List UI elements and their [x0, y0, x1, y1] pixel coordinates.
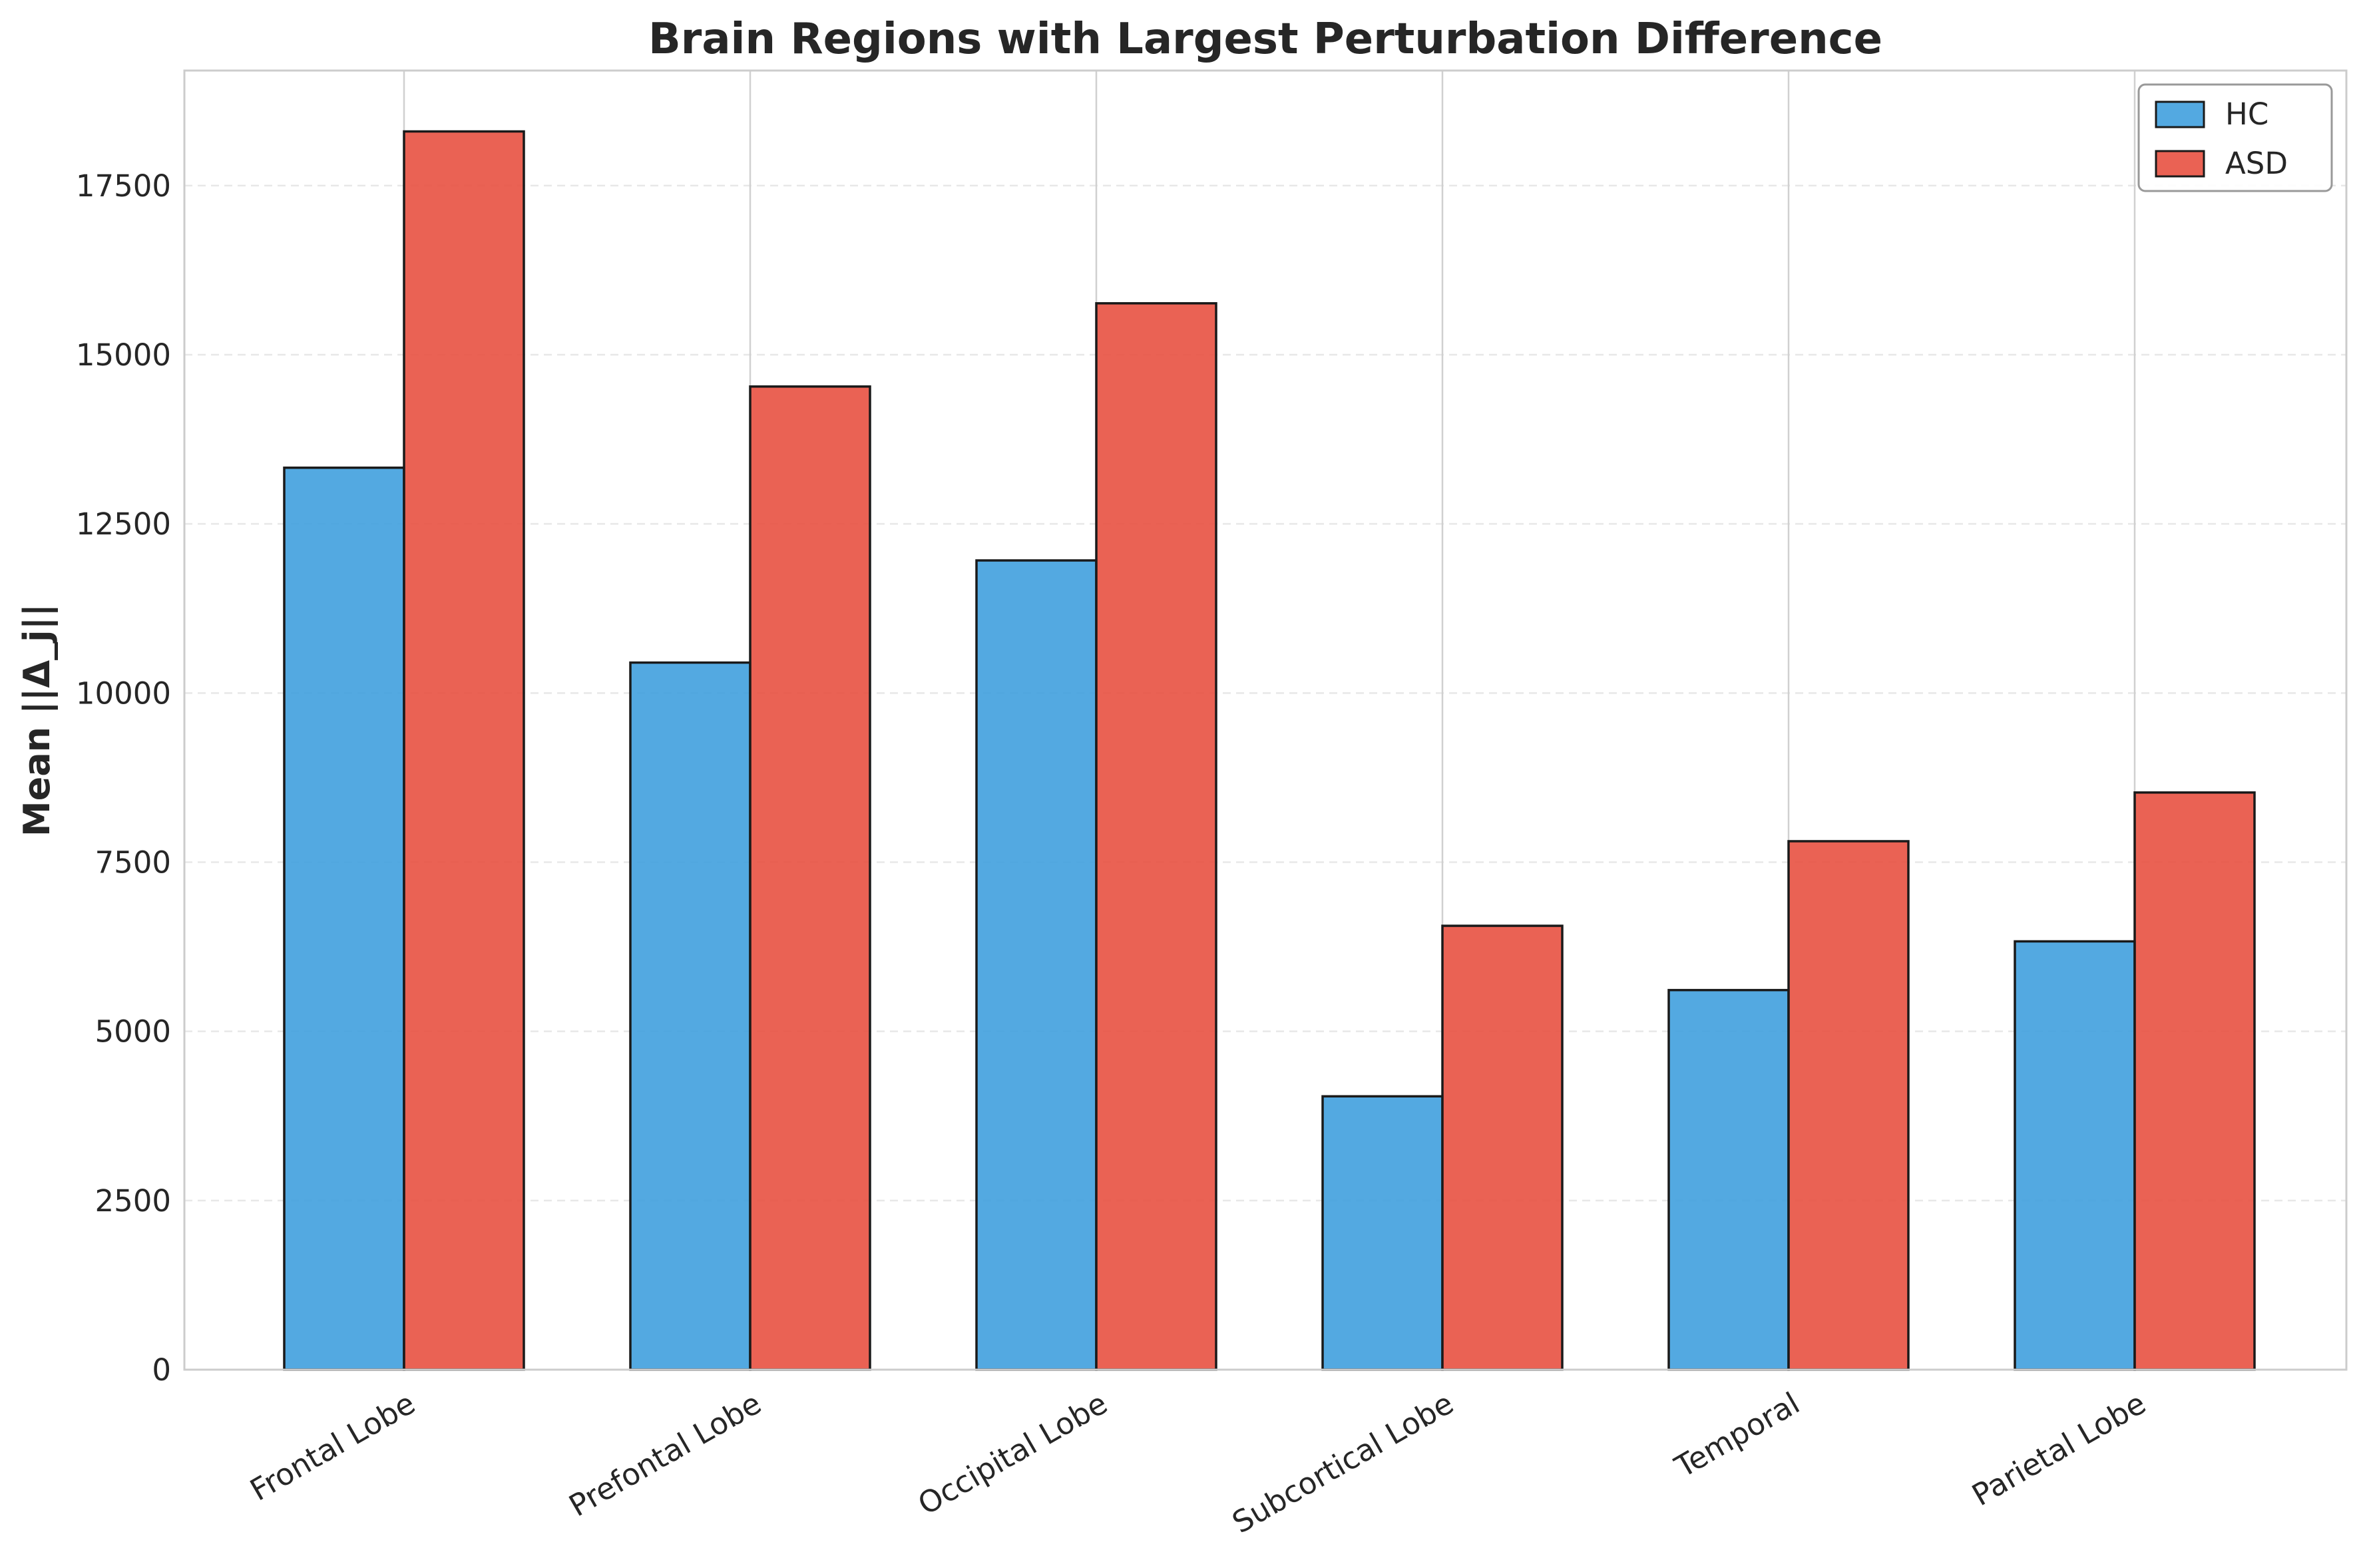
y-axis-label: Mean ||Δ_j|| — [16, 604, 58, 837]
y-tick-label: 10000 — [76, 676, 171, 711]
bar-hc-3 — [1321, 1095, 1444, 1371]
y-tick-label: 2500 — [95, 1183, 171, 1219]
legend-swatch-asd — [2155, 150, 2205, 178]
bar-hc-2 — [975, 559, 1098, 1371]
y-tick-label: 12500 — [76, 506, 171, 542]
bar-asd-2 — [1095, 301, 1217, 1371]
plot-frame — [183, 69, 2348, 1371]
bar-hc-0 — [283, 467, 405, 1371]
legend-swatch-hc — [2155, 100, 2205, 128]
y-tick-label: 7500 — [95, 845, 171, 881]
legend-label-hc: HC — [2225, 97, 2268, 132]
y-tick-label: 0 — [152, 1352, 171, 1388]
y-tick-label: 15000 — [76, 337, 171, 373]
bar-hc-4 — [1667, 988, 1790, 1371]
bar-asd-3 — [1441, 924, 1564, 1371]
y-tick-label: 5000 — [95, 1014, 171, 1050]
bar-asd-0 — [403, 130, 525, 1371]
bar-asd-4 — [1787, 840, 1910, 1371]
bar-hc-1 — [629, 661, 752, 1371]
legend-label-asd: ASD — [2225, 146, 2288, 181]
y-tick-label: 17500 — [76, 168, 171, 204]
legend: HC ASD — [2137, 83, 2333, 192]
chart-title: Brain Regions with Largest Perturbation … — [648, 15, 1882, 64]
bar-asd-1 — [749, 385, 871, 1371]
bar-hc-5 — [2014, 940, 2136, 1371]
bar-asd-5 — [2133, 791, 2256, 1371]
